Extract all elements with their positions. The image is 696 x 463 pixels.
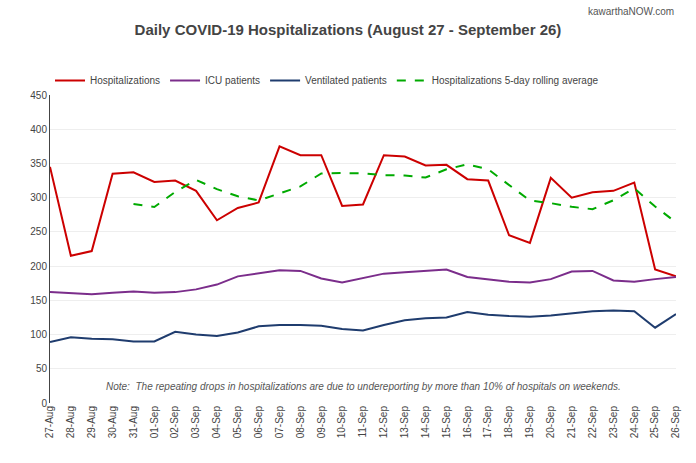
svg-text:09-Sep: 09-Sep (316, 406, 327, 439)
svg-text:28-Aug: 28-Aug (65, 406, 76, 438)
svg-text:400: 400 (30, 124, 47, 135)
svg-text:30-Aug: 30-Aug (107, 406, 118, 438)
svg-text:350: 350 (30, 158, 47, 169)
svg-text:02-Sep: 02-Sep (169, 406, 180, 439)
svg-text:150: 150 (30, 295, 47, 306)
svg-text:13-Sep: 13-Sep (399, 406, 410, 439)
svg-text:10-Sep: 10-Sep (336, 406, 347, 439)
svg-text:Daily COVID-19 Hospitalization: Daily COVID-19 Hospitalizations (August … (135, 21, 562, 38)
svg-text:Hospitalizations 5-day rolling: Hospitalizations 5-day rolling average (432, 75, 599, 86)
svg-text:250: 250 (30, 226, 47, 237)
svg-text:Hospitalizations: Hospitalizations (90, 75, 160, 86)
svg-text:kawarthaNOW.com: kawarthaNOW.com (588, 6, 674, 17)
svg-text:31-Aug: 31-Aug (128, 406, 139, 438)
svg-text:200: 200 (30, 261, 47, 272)
svg-text:21-Sep: 21-Sep (566, 406, 577, 439)
svg-text:450: 450 (30, 90, 47, 101)
svg-text:06-Sep: 06-Sep (253, 406, 264, 439)
svg-text:Note: The repeating drops in: Note: The repeating drops in hospitaliza… (106, 381, 621, 392)
svg-text:ICU patients: ICU patients (205, 75, 260, 86)
svg-text:14-Sep: 14-Sep (420, 406, 431, 439)
svg-text:17-Sep: 17-Sep (482, 406, 493, 439)
svg-text:15-Sep: 15-Sep (441, 406, 452, 439)
svg-text:01-Sep: 01-Sep (149, 406, 160, 439)
svg-text:26-Sep: 26-Sep (670, 406, 681, 439)
svg-text:100: 100 (30, 329, 47, 340)
svg-text:50: 50 (36, 363, 48, 374)
svg-text:08-Sep: 08-Sep (295, 406, 306, 439)
svg-text:300: 300 (30, 192, 47, 203)
svg-text:24-Sep: 24-Sep (629, 406, 640, 439)
svg-text:04-Sep: 04-Sep (211, 406, 222, 439)
svg-text:11-Sep: 11-Sep (357, 406, 368, 438)
svg-text:Ventilated patients: Ventilated patients (305, 75, 387, 86)
svg-text:12-Sep: 12-Sep (378, 406, 389, 439)
svg-text:25-Sep: 25-Sep (649, 406, 660, 439)
svg-text:05-Sep: 05-Sep (232, 406, 243, 439)
svg-text:07-Sep: 07-Sep (274, 406, 285, 439)
svg-text:0: 0 (41, 398, 47, 409)
svg-text:18-Sep: 18-Sep (503, 406, 514, 439)
svg-text:23-Sep: 23-Sep (608, 406, 619, 439)
svg-text:20-Sep: 20-Sep (545, 406, 556, 439)
svg-text:16-Sep: 16-Sep (462, 406, 473, 439)
svg-text:03-Sep: 03-Sep (190, 406, 201, 439)
svg-text:19-Sep: 19-Sep (524, 406, 535, 439)
svg-text:22-Sep: 22-Sep (587, 406, 598, 439)
svg-text:27-Aug: 27-Aug (44, 406, 55, 438)
svg-text:29-Aug: 29-Aug (86, 406, 97, 438)
